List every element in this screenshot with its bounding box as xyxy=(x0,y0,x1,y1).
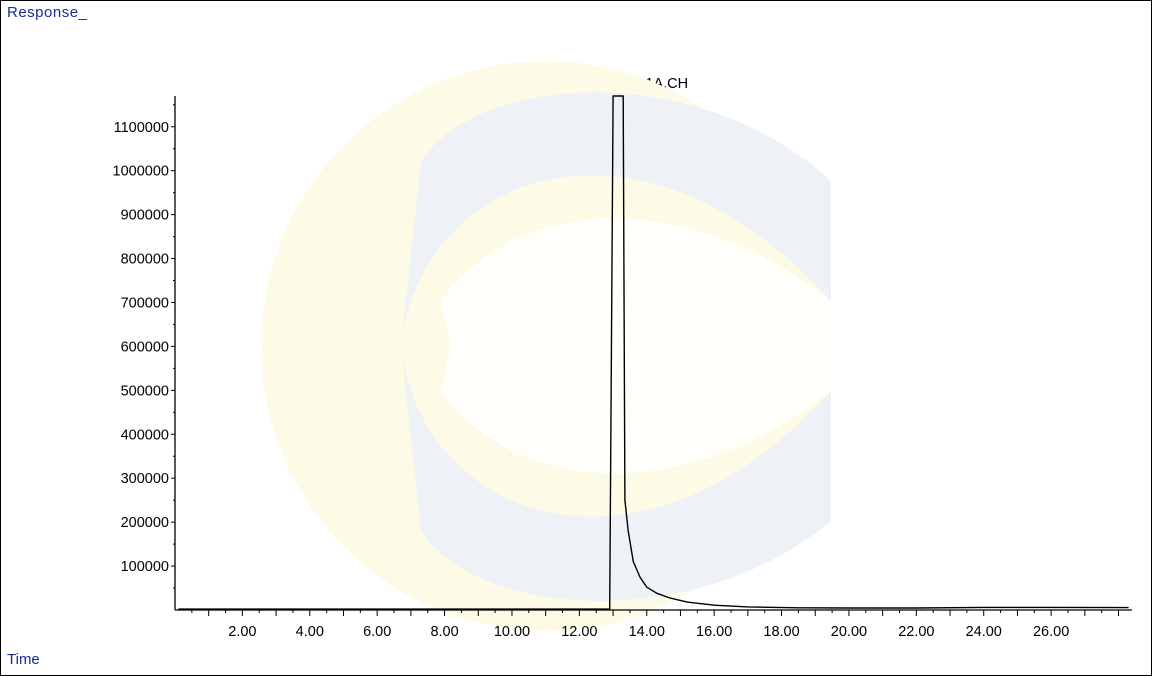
y-tick-label: 1100000 xyxy=(114,120,169,136)
y-tick-label: 200000 xyxy=(121,515,169,531)
signal-trace xyxy=(178,95,1129,610)
x-tick-label: 12.00 xyxy=(561,624,597,640)
y-axis-ticks: 100000 200000 300000 400000 500000 600000 7000… xyxy=(113,104,175,589)
x-tick-label: 24.00 xyxy=(966,624,1002,640)
x-tick-label: 2.00 xyxy=(228,624,256,640)
x-axis-ticks: 2.00 4.00 6.00 8.00 10.00 12.00 14.00 16.00 18.0… xyxy=(191,610,1120,640)
y-tick-label: 700000 xyxy=(121,295,169,311)
y-tick-label: 900000 xyxy=(121,208,169,224)
y-tick-label: 500000 xyxy=(121,383,169,399)
x-tick-label: 22.00 xyxy=(898,624,934,640)
y-tick-label: 100000 xyxy=(121,559,169,575)
y-tick-label: 300000 xyxy=(121,471,169,487)
x-axis-label: Time xyxy=(7,651,40,668)
y-tick-label: 800000 xyxy=(121,252,169,268)
x-tick-label: 18.00 xyxy=(763,624,799,640)
x-tick-label: 14.00 xyxy=(629,624,665,640)
y-tick-label: 1000000 xyxy=(113,164,169,180)
x-tick-label: 8.00 xyxy=(430,624,458,640)
x-tick-label: 10.00 xyxy=(494,624,530,640)
x-tick-label: 26.00 xyxy=(1033,624,1069,640)
x-tick-label: 4.00 xyxy=(296,624,324,640)
x-tick-label: 20.00 xyxy=(831,624,867,640)
x-tick-label: 16.00 xyxy=(696,624,732,640)
series-layer xyxy=(178,95,1129,610)
y-tick-label: 600000 xyxy=(121,339,169,355)
watermark-logo xyxy=(261,61,851,631)
y-axis-label: Response_ xyxy=(7,4,88,21)
y-tick-label: 400000 xyxy=(121,427,169,443)
x-tick-label: 6.00 xyxy=(363,624,391,640)
